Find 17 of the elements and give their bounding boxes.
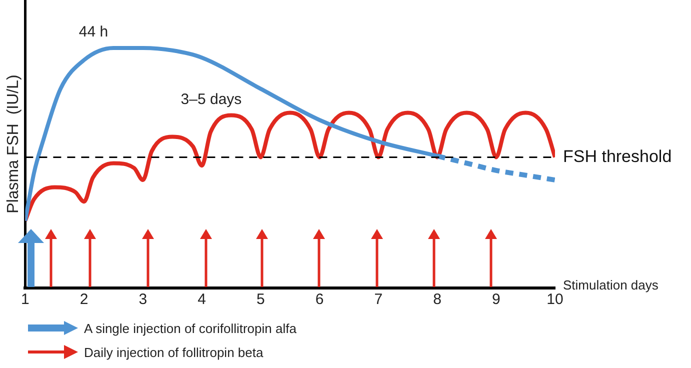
x-tick-label: 9 bbox=[492, 291, 500, 308]
x-tick-label: 3 bbox=[138, 291, 148, 308]
x-tick-label: 6 bbox=[315, 291, 324, 308]
x-tick-label: 1 bbox=[21, 291, 30, 308]
legend-label: A single injection of corifollitropin alfa bbox=[84, 320, 296, 336]
annotation: 44 h bbox=[78, 24, 108, 41]
ref-line-label: FSH threshold bbox=[563, 146, 672, 166]
x-tick-label: 5 bbox=[256, 291, 265, 308]
x-tick-label: 2 bbox=[80, 291, 88, 308]
x-tick-label: 8 bbox=[433, 291, 442, 308]
x-tick-label: 7 bbox=[374, 291, 383, 308]
x-tick-label: 10 bbox=[546, 291, 564, 308]
annotation: 3–5 days bbox=[180, 90, 242, 108]
y-axis-title: Plasma FSH (IU/L) bbox=[5, 74, 22, 214]
legend-label: Daily injection of follitropin beta bbox=[84, 344, 264, 360]
x-tick-label: 4 bbox=[198, 291, 206, 308]
x-axis-title: Stimulation days bbox=[563, 278, 659, 293]
